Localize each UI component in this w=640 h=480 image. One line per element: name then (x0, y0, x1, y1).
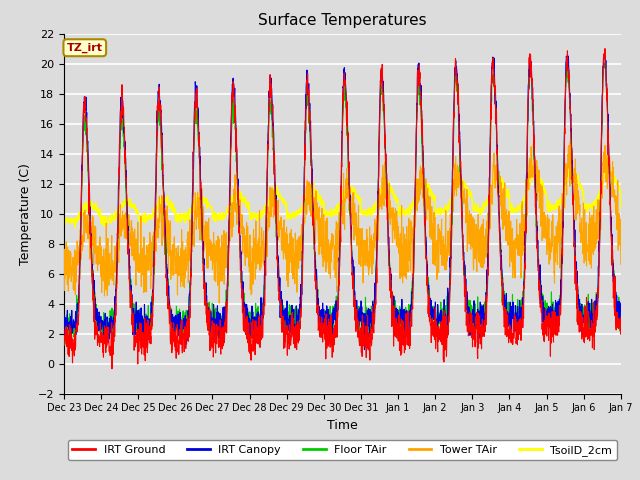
Floor TAir (504, 322, 512, 328)
IRT Ground (568, 158, 575, 164)
TsoilD_2cm (359, 210, 367, 216)
TsoilD_2cm (504, 186, 512, 192)
IRT Ground (60, 337, 68, 343)
TsoilD_2cm (568, 170, 575, 176)
Floor TAir (62, 341, 70, 347)
TsoilD_2cm (71, 225, 79, 230)
TsoilD_2cm (216, 215, 223, 221)
TsoilD_2cm (604, 164, 612, 170)
Floor TAir (568, 177, 576, 183)
Floor TAir (60, 329, 68, 335)
IRT Ground (359, 344, 367, 349)
Tower TAir (216, 300, 223, 306)
TsoilD_2cm (617, 206, 625, 212)
Tower TAir (504, 230, 512, 236)
IRT Ground (584, 321, 591, 326)
Tower TAir (617, 262, 625, 267)
Floor TAir (617, 320, 625, 326)
IRT Canopy (216, 322, 223, 328)
Floor TAir (584, 313, 591, 319)
TsoilD_2cm (371, 203, 379, 208)
IRT Canopy (568, 160, 576, 166)
Text: TZ_irt: TZ_irt (67, 43, 103, 53)
IRT Canopy (617, 300, 625, 306)
Line: IRT Canopy: IRT Canopy (64, 56, 621, 349)
IRT Canopy (504, 323, 512, 329)
IRT Ground (108, 366, 116, 372)
IRT Canopy (358, 310, 366, 316)
Line: Floor TAir: Floor TAir (64, 63, 621, 344)
IRT Canopy (371, 292, 379, 298)
TsoilD_2cm (60, 219, 68, 225)
Legend: IRT Ground, IRT Canopy, Floor TAir, Tower TAir, TsoilD_2cm: IRT Ground, IRT Canopy, Floor TAir, Towe… (68, 440, 617, 460)
Tower TAir (60, 246, 68, 252)
X-axis label: Time: Time (327, 419, 358, 432)
IRT Ground (504, 331, 512, 337)
IRT Canopy (360, 347, 368, 352)
Line: IRT Ground: IRT Ground (64, 48, 621, 369)
IRT Ground (601, 46, 609, 51)
Y-axis label: Temperature (C): Temperature (C) (19, 163, 32, 264)
Floor TAir (371, 300, 379, 306)
Tower TAir (371, 216, 379, 222)
Tower TAir (584, 244, 591, 250)
Tower TAir (359, 261, 367, 266)
IRT Canopy (584, 316, 591, 322)
Title: Surface Temperatures: Surface Temperatures (258, 13, 427, 28)
IRT Canopy (525, 53, 533, 59)
Tower TAir (568, 160, 575, 166)
Tower TAir (604, 132, 612, 138)
IRT Ground (617, 314, 625, 320)
TsoilD_2cm (584, 209, 591, 215)
Floor TAir (216, 324, 223, 329)
IRT Ground (371, 310, 379, 316)
Line: TsoilD_2cm: TsoilD_2cm (64, 167, 621, 228)
Tower TAir (216, 263, 223, 269)
Floor TAir (526, 60, 534, 66)
Floor TAir (359, 324, 367, 330)
IRT Ground (216, 339, 223, 345)
Line: Tower TAir: Tower TAir (64, 135, 621, 303)
IRT Canopy (60, 324, 68, 330)
